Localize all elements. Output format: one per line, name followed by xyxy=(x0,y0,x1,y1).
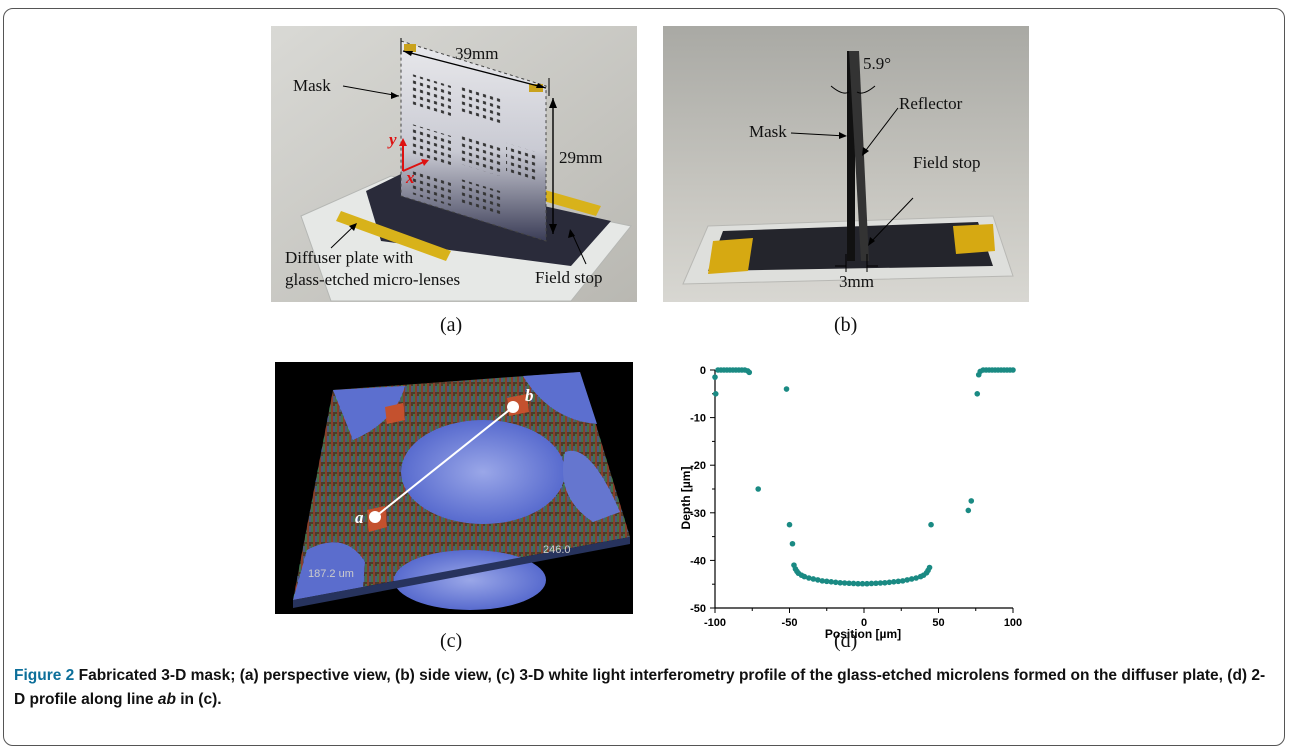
line-ab xyxy=(374,406,514,518)
caption-text: Fabricated 3-D mask; (a) perspective vie… xyxy=(14,667,1266,708)
chart-data-point xyxy=(832,579,839,586)
chart-data-point xyxy=(789,540,796,547)
point-a-label: a xyxy=(355,508,364,527)
chart-data-point xyxy=(850,580,857,587)
caption-ab: ab xyxy=(157,691,176,708)
chart-data-point xyxy=(828,579,835,585)
axis-y-label: y xyxy=(389,130,397,149)
gap-label: 3mm xyxy=(839,272,874,291)
chart-data-point xyxy=(1010,367,1016,373)
panel-label-d: (d) xyxy=(834,630,858,652)
chart-data-point xyxy=(712,391,719,397)
profile-scatter-plot: -100 -50 0 50 100 0 -10 -20 -30 -40 -50 Position [… xyxy=(679,365,1022,641)
caption-end: in (c). xyxy=(175,691,222,708)
chart-data-point xyxy=(882,579,888,586)
chart-data-point xyxy=(841,580,848,586)
chart-data-point xyxy=(899,578,906,584)
chart-x-axis-label: Position [µm] xyxy=(825,627,901,641)
chart-data-point xyxy=(873,580,879,587)
dim-right-label: 246.0 xyxy=(543,544,571,556)
chart-x-tick-label: -50 xyxy=(782,617,798,629)
field-stop-label-side: Field stop xyxy=(913,153,981,172)
chart-data-point xyxy=(859,580,866,587)
axis-x-label: x xyxy=(406,168,415,187)
chart-data-point xyxy=(846,580,852,587)
chart-y-tick-label: -40 xyxy=(690,555,706,567)
mask-label: Mask xyxy=(293,76,331,95)
chart-data-point xyxy=(806,575,812,581)
chart-data-point xyxy=(712,374,718,380)
chart-data-point xyxy=(819,578,826,584)
figure-caption: Figure 2 Fabricated 3-D mask; (a) perspe… xyxy=(14,664,1274,712)
photo-side-view: 5.9° Reflector Mask Field stop 3mm xyxy=(663,26,1029,302)
angle-label: 5.9° xyxy=(863,54,892,73)
dim-width-label: 39mm xyxy=(455,44,499,63)
dim-height-label: 29mm xyxy=(559,148,603,167)
chart-y-tick-label: -10 xyxy=(690,413,706,425)
chart-data-point xyxy=(868,580,875,587)
chart-data-point xyxy=(926,564,933,571)
photo-perspective-view: 39mm 29mm Mask y x Diffuser plate with g… xyxy=(271,26,637,302)
chart-y-tick-label: 0 xyxy=(700,365,706,377)
profile-2d-chart: -100 -50 0 50 100 0 -10 -20 -30 -40 -50 Position [… xyxy=(668,358,1028,648)
chart-data-point xyxy=(815,577,821,583)
chart-x-tick-label: 100 xyxy=(1004,617,1022,629)
interferometry-3d-profile: a b 187.2 um 246.0 xyxy=(275,362,633,614)
chart-x-tick-label: 0 xyxy=(861,617,867,629)
chart-data-point xyxy=(801,573,808,580)
chart-data-point xyxy=(965,507,972,514)
chart-data-point xyxy=(908,576,915,582)
chart-data-point xyxy=(810,576,817,582)
point-b-marker xyxy=(507,401,519,413)
chart-data-point xyxy=(783,386,790,392)
chart-y-tick-label: -20 xyxy=(690,460,706,472)
dim-left-label: 187.2 um xyxy=(308,568,354,580)
chart-y-axis-label: Depth [µm] xyxy=(679,467,693,530)
mask-label-side: Mask xyxy=(749,122,787,141)
chart-y-tick-label: -30 xyxy=(690,508,706,520)
chart-data-point xyxy=(746,369,753,376)
field-stop-label: Field stop xyxy=(535,268,603,287)
chart-data-point xyxy=(974,391,981,397)
chart-data-point xyxy=(891,579,897,585)
figure-frame xyxy=(3,8,1285,746)
mask-hole-pattern xyxy=(411,73,536,217)
chart-data-point xyxy=(913,575,919,581)
chart-data-point xyxy=(968,498,975,504)
diffuser-label-line2: glass-etched micro-lenses xyxy=(285,270,461,289)
chart-data-point xyxy=(886,579,893,586)
chart-data-point xyxy=(864,580,870,587)
chart-x-tick-label: 50 xyxy=(932,617,944,629)
chart-data-point xyxy=(823,578,830,585)
figure-label: Figure 2 xyxy=(14,667,75,684)
reflector-label: Reflector xyxy=(899,94,963,113)
chart-data-point xyxy=(755,486,762,492)
chart-data-point xyxy=(928,521,934,528)
chart-x-tick-label: -100 xyxy=(704,617,726,629)
chart-data-point xyxy=(837,579,843,586)
panel-label-c: (c) xyxy=(440,630,463,652)
panel-label-b: (b) xyxy=(834,314,858,336)
chart-y-tick-label: -50 xyxy=(690,603,706,615)
point-b-label: b xyxy=(525,386,534,405)
panel-label-a: (a) xyxy=(440,314,463,336)
chart-data-point xyxy=(877,580,884,586)
diffuser-label-line1: Diffuser plate with xyxy=(285,248,414,267)
chart-data-point xyxy=(895,578,902,585)
point-a-marker xyxy=(369,511,381,523)
chart-data-point xyxy=(786,521,793,528)
chart-data-point xyxy=(855,580,861,587)
chart-data-point xyxy=(904,577,911,583)
